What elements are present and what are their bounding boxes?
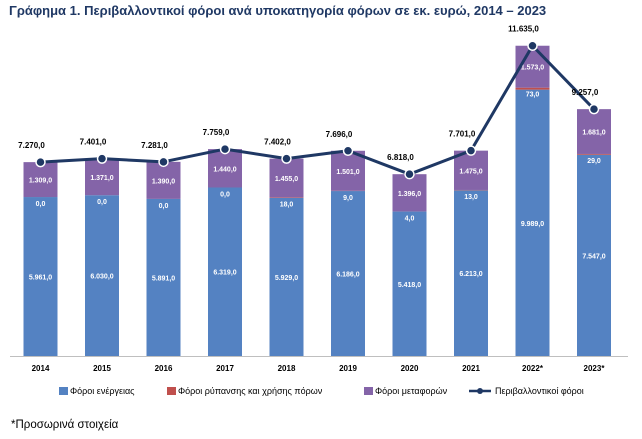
label-energy: 5.418,0	[398, 282, 421, 289]
label-transport: 1.501,0	[336, 169, 359, 176]
label-transport: 1.396,0	[398, 191, 421, 198]
legend-swatch-pollution	[167, 387, 176, 395]
legend-label-energy: Φόροι ενέργειας	[70, 386, 135, 396]
legend-label-transport: Φόροι μεταφορών	[375, 386, 448, 396]
bar-transport	[454, 150, 488, 190]
label-energy: 5.929,0	[275, 275, 298, 282]
label-total: 7.401,0	[80, 138, 107, 147]
label-total: 7.696,0	[326, 130, 353, 139]
label-pollution: 0,0	[220, 191, 230, 198]
label-pollution: 4,0	[405, 215, 415, 222]
x-tick-label: 2019	[339, 364, 357, 373]
x-tick-label: 2017	[216, 364, 234, 373]
label-energy: 6.186,0	[336, 272, 359, 279]
label-total: 7.701,0	[449, 130, 476, 139]
legend-swatch-transport	[364, 387, 373, 395]
label-energy: 5.891,0	[152, 275, 175, 282]
legend-label-total: Περιβαλλοντικοί φόροι	[495, 386, 584, 396]
bar-energy	[208, 187, 242, 356]
bar-transport	[331, 150, 365, 191]
label-energy: 7.547,0	[582, 253, 605, 260]
bar-energy	[331, 191, 365, 356]
label-total: 7.281,0	[141, 141, 168, 150]
x-tick-label: 2023*	[584, 364, 606, 373]
point-total	[342, 145, 354, 157]
bar-energy	[269, 197, 304, 356]
point-total	[35, 156, 46, 168]
point-total	[281, 153, 292, 164]
label-transport: 1.455,0	[275, 176, 298, 183]
point-total	[96, 153, 108, 164]
label-pollution: 0,0	[36, 201, 46, 208]
label-transport: 1.475,0	[459, 168, 482, 175]
bar-energy	[577, 154, 611, 356]
label-transport: 1.309,0	[29, 178, 52, 185]
label-pollution: 0,0	[97, 199, 107, 206]
point-total	[465, 145, 477, 156]
point-total	[588, 103, 600, 115]
label-transport: 1.390,0	[152, 178, 175, 185]
bar-energy	[454, 190, 488, 356]
legend-label-pollution: Φόροι ρύπανσης και χρήσης πόρων	[178, 386, 323, 396]
label-total: 7.402,0	[264, 138, 291, 147]
x-tick-label: 2018	[278, 364, 296, 373]
label-transport: 1.371,0	[90, 175, 113, 182]
bar-pollution	[515, 87, 550, 90]
label-pollution: 73,0	[526, 92, 540, 99]
x-tick-label: 2021	[462, 364, 480, 373]
x-tick-label: 2022*	[522, 364, 544, 373]
label-pollution: 29,0	[587, 158, 601, 165]
bar-energy	[23, 197, 58, 356]
label-energy: 6.030,0	[90, 274, 113, 281]
label-energy: 6.319,0	[213, 270, 236, 277]
legend-swatch-energy	[59, 387, 68, 395]
bar-transport	[269, 158, 304, 198]
label-pollution: 0,0	[159, 203, 169, 210]
bar-transport	[577, 109, 611, 154]
chart-title: Γράφημα 1. Περιβαλλοντικοί φόροι ανά υπο…	[9, 3, 547, 18]
label-pollution: 18,0	[280, 201, 294, 208]
x-tick-label: 2016	[155, 364, 173, 373]
point-total	[404, 168, 415, 180]
point-total	[158, 156, 169, 168]
label-total: 11.635,0	[508, 25, 539, 34]
label-pollution: 13,0	[464, 194, 478, 201]
label-transport: 1.573,0	[521, 65, 544, 72]
point-total	[527, 40, 538, 51]
bar-energy	[146, 198, 181, 356]
bar-transport	[208, 149, 242, 188]
label-transport: 1.681,0	[582, 130, 605, 137]
bar-energy	[392, 211, 427, 356]
bar-transport	[85, 158, 119, 196]
x-tick-label: 2020	[401, 364, 419, 373]
point-total	[219, 143, 231, 155]
label-total: 6.818,0	[387, 153, 414, 162]
bar-transport	[23, 162, 58, 198]
legend-marker-total	[477, 388, 483, 394]
label-energy: 6.213,0	[459, 271, 482, 278]
label-pollution: 9,0	[343, 195, 353, 202]
bar-transport	[146, 161, 181, 199]
label-transport: 1.440,0	[213, 166, 236, 173]
x-tick-label: 2014	[32, 364, 50, 373]
bar-energy	[85, 195, 119, 356]
x-tick-label: 2015	[93, 364, 111, 373]
bar-pollution	[577, 153, 611, 155]
label-total: 7.270,0	[18, 141, 45, 150]
label-total: 7.759,0	[203, 128, 230, 137]
bar-energy	[515, 89, 550, 357]
label-total: 9.257,0	[572, 88, 599, 97]
label-energy: 9.989,0	[521, 221, 544, 228]
label-energy: 5.961,0	[29, 275, 52, 282]
line-total	[40, 44, 596, 176]
bar-transport	[392, 174, 427, 212]
footnote: *Προσωρινά στοιχεία	[11, 419, 119, 431]
